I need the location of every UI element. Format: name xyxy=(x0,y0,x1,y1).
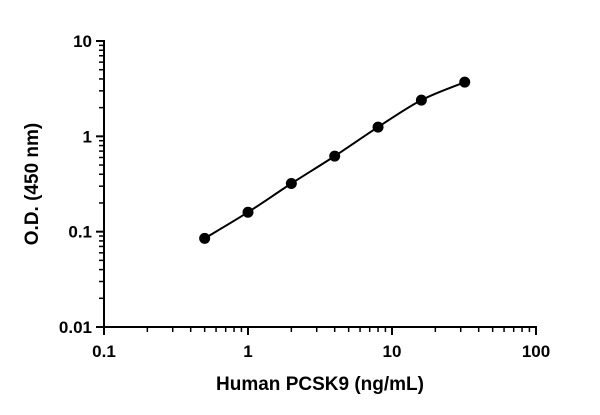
data-point xyxy=(199,232,211,244)
data-points xyxy=(199,76,471,244)
y-tick-label: 1 xyxy=(83,127,92,146)
x-axis-ticks xyxy=(103,327,537,335)
x-tick-label: 100 xyxy=(522,342,550,361)
y-axis-ticks xyxy=(96,40,104,328)
y-axis-tick-labels: 0.01 0.1 1 10 xyxy=(59,32,92,337)
x-tick-label: 1 xyxy=(243,342,252,361)
data-point xyxy=(242,206,254,218)
y-axis-title: O.D. (450 nm) xyxy=(22,123,43,245)
data-point xyxy=(285,178,297,190)
x-axis-tick-labels: 0.1 1 10 100 xyxy=(92,342,550,361)
data-point xyxy=(329,150,341,162)
y-tick-label: 0.01 xyxy=(59,318,92,337)
y-tick-label: 10 xyxy=(73,32,92,51)
x-tick-label: 0.1 xyxy=(92,342,116,361)
data-point xyxy=(372,121,384,133)
y-tick-label: 0.1 xyxy=(68,223,92,242)
x-axis-title: Human PCSK9 (ng/mL) xyxy=(216,374,424,395)
data-point xyxy=(459,76,471,88)
x-tick-label: 10 xyxy=(383,342,402,361)
data-point xyxy=(415,94,427,106)
